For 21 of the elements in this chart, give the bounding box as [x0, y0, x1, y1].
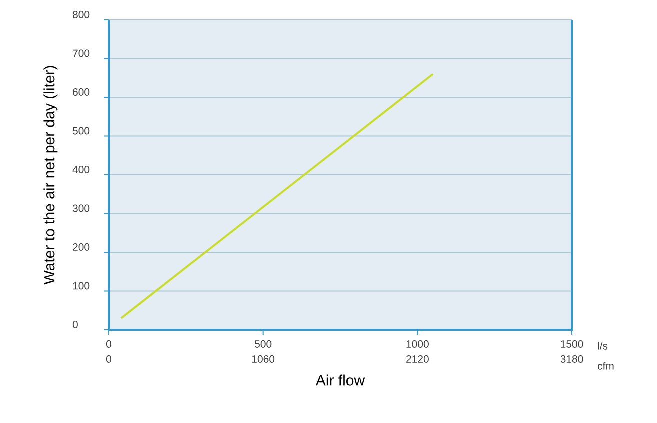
- x-tick-label: 1500: [561, 340, 584, 348]
- y-axis-title: Water to the air net per day (liter): [44, 66, 58, 285]
- x2-tick-label: 3180: [560, 356, 584, 363]
- y-tick-label: 200: [73, 244, 90, 251]
- x-tick-label: 1000: [406, 340, 429, 348]
- y-tick-label: 600: [73, 88, 90, 96]
- y-tick-label: 700: [73, 50, 90, 58]
- x2-tick-label: 1060: [252, 356, 275, 363]
- x2-tick-label: 0: [106, 356, 112, 363]
- text: l/s: [598, 342, 608, 350]
- y-tick-label: 800: [72, 11, 90, 18]
- x2-axis-title: cfm: [598, 362, 614, 370]
- x-tick-label: 500: [255, 340, 272, 348]
- x2-tick-label: 2120: [406, 356, 429, 363]
- y-tick-label: 400: [72, 166, 90, 174]
- x-axis-title: Air flow: [316, 374, 366, 386]
- x-tick-label: 0: [106, 340, 112, 348]
- y-tick-label: 100: [73, 282, 90, 290]
- y-tick-label: 500: [72, 127, 90, 135]
- y-tick-label: 0: [72, 321, 78, 328]
- y-tick-label: 300: [72, 204, 90, 212]
